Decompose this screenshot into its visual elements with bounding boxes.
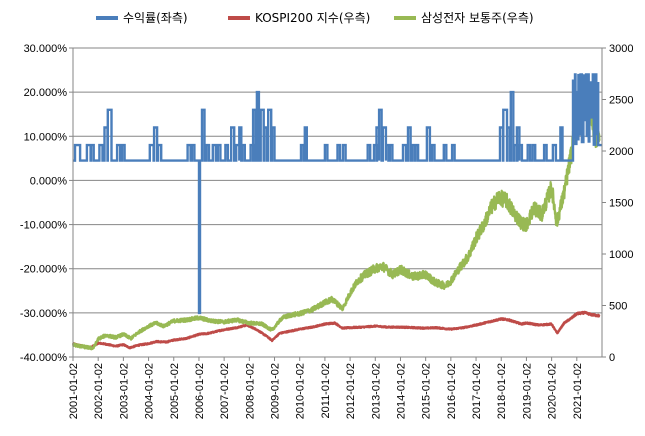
legend-item: 수익률(좌측) [96,11,188,25]
left-tick-label: -40.000% [20,352,67,364]
x-tick-label: 2005-01-02 [169,363,181,419]
x-tick-label: 2014-01-02 [395,363,407,419]
x-tick-label: 2019-01-02 [521,363,533,419]
x-tick-label: 2003-01-02 [118,363,130,419]
left-tick-label: -20.000% [20,264,67,276]
legend: 수익률(좌측) KOSPI200 지수(우측) 삼성전자 보통주(우측) [96,11,534,25]
left-tick-label: 20.000% [24,87,68,99]
left-tick-label: 0.000% [30,175,68,187]
x-tick-label: 2015-01-02 [421,363,433,419]
x-tick-label: 2021-01-02 [572,363,584,419]
x-tick-label: 2012-01-02 [345,363,357,419]
right-tick-label: 1500 [609,198,633,210]
left-axis-ticks: 30.000% 20.000% 10.000% 0.000% -10.000% -20.0… [20,43,73,364]
x-axis-ticks: 2001-01-02 2002-01-02 2003-01-02 2004-01-02… [68,357,584,419]
x-tick-label: 2017-01-02 [471,363,483,419]
x-tick-label: 2018-01-02 [496,363,508,419]
legend-label: 삼성전자 보통주(우측) [421,11,534,25]
x-tick-label: 2007-01-02 [219,363,231,419]
right-tick-label: 1000 [609,249,633,261]
x-tick-label: 2001-01-02 [68,363,80,419]
x-tick-label: 2004-01-02 [144,363,156,419]
legend-item: KOSPI200 지수(우측) [228,11,370,25]
legend-item: 삼성전자 보통주(우측) [394,11,534,25]
x-tick-label: 2006-01-02 [194,363,206,419]
right-tick-label: 500 [609,301,627,313]
x-tick-label: 2008-01-02 [244,363,256,419]
x-tick-label: 2020-01-02 [547,363,559,419]
right-tick-label: 2500 [609,95,633,107]
series-kospi200-line [71,310,601,350]
x-tick-label: 2013-01-02 [370,363,382,419]
x-tick-label: 2002-01-02 [93,363,105,419]
left-tick-label: 10.000% [24,131,68,143]
x-tick-label: 2011-01-02 [320,363,332,418]
right-axis-ticks: 3000 2500 2000 1500 1000 500 0 [602,43,633,364]
series-samsung-line [72,78,601,351]
left-tick-label: -10.000% [20,220,67,232]
right-tick-label: 0 [609,352,615,364]
legend-label: 수익률(좌측) [123,11,188,25]
x-tick-label: 2009-01-02 [270,363,282,419]
right-tick-label: 2000 [609,146,633,158]
left-tick-label: -30.000% [20,308,67,320]
left-tick-label: 30.000% [24,43,68,55]
right-tick-label: 3000 [609,43,633,55]
legend-label: KOSPI200 지수(우측) [255,11,370,25]
series-return-line [72,73,602,315]
x-tick-label: 2016-01-02 [446,363,458,419]
series-layer [71,73,602,351]
x-tick-label: 2010-01-02 [295,363,307,419]
